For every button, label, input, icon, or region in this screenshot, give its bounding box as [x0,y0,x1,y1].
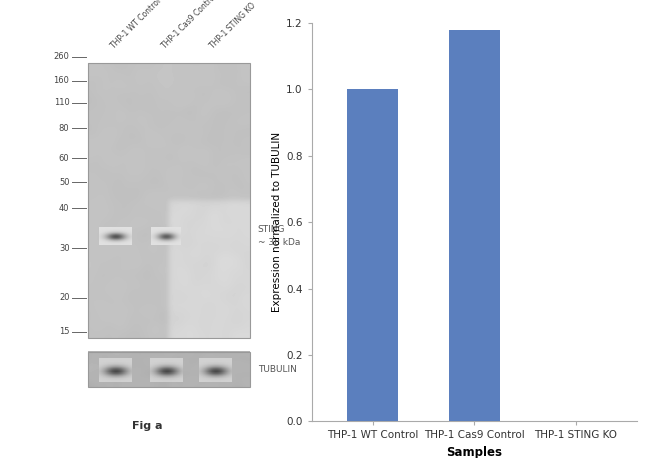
Text: TUBULIN: TUBULIN [257,365,296,374]
Y-axis label: Expression normalized to TUBULIN: Expression normalized to TUBULIN [272,132,281,312]
Text: 260: 260 [53,52,70,61]
Text: THP-1 WT Control: THP-1 WT Control [109,0,162,51]
Text: THP-1 Cas9 Control: THP-1 Cas9 Control [160,0,218,51]
Text: 20: 20 [59,293,70,302]
Bar [347,89,398,421]
Text: THP-1 STING KO: THP-1 STING KO [208,1,257,51]
Text: 60: 60 [59,154,70,163]
Text: 80: 80 [59,124,70,133]
Text: 50: 50 [59,178,70,187]
Text: 110: 110 [54,98,70,107]
Text: 40: 40 [59,204,70,213]
Text: 160: 160 [53,76,70,85]
Text: 15: 15 [59,327,70,336]
X-axis label: Samples: Samples [447,446,502,458]
Bar [449,29,500,421]
Text: 30: 30 [59,244,70,252]
Text: STING
~ 38 kDa: STING ~ 38 kDa [257,225,300,247]
Text: Fig a: Fig a [132,421,162,431]
